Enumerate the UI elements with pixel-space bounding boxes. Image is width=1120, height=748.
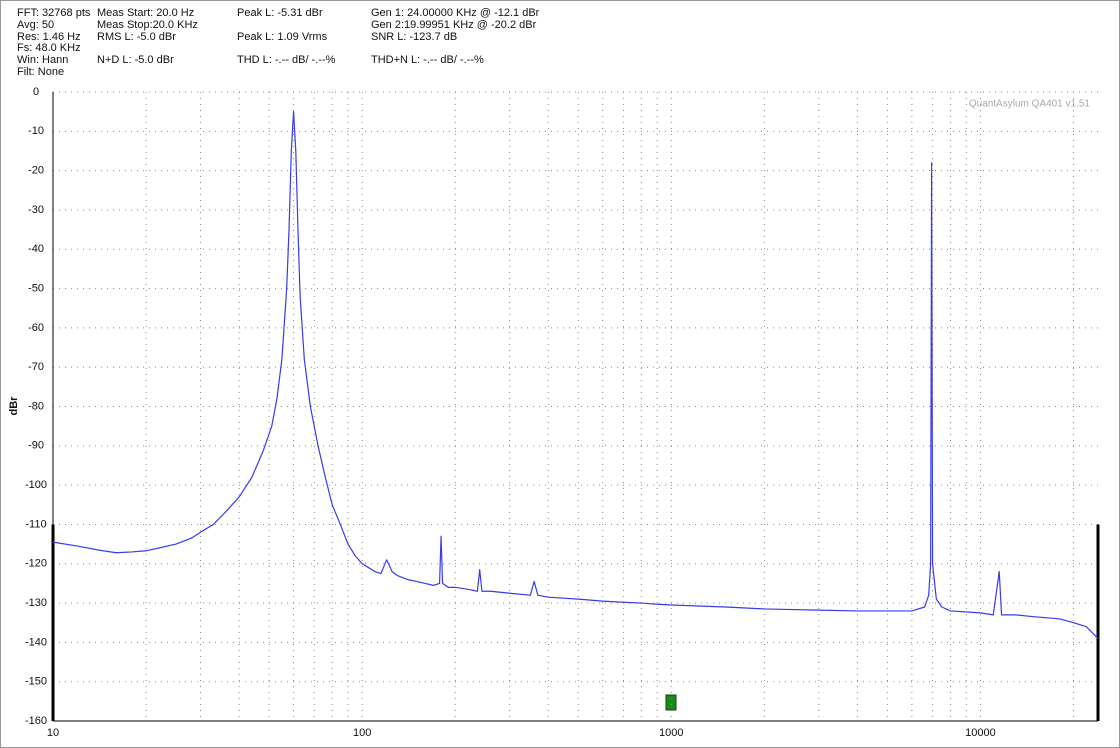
- y-tick-label: -140: [25, 636, 47, 648]
- stat-text: Res: 1.46 Hz: [17, 31, 81, 43]
- y-tick-label: -160: [25, 715, 47, 727]
- stat-text: Filt: None: [17, 66, 64, 78]
- stat-text: Meas Stop:20.0 KHz: [97, 19, 198, 31]
- stat-text: Win: Hann: [17, 54, 68, 66]
- x-tick-label: 100: [353, 727, 371, 739]
- x-tick-label: 1000: [659, 727, 683, 739]
- stat-text: Meas Start: 20.0 Hz: [97, 7, 194, 19]
- stat-text: Gen 1: 24.00000 KHz @ -12.1 dBr: [371, 7, 540, 19]
- y-tick-label: -40: [28, 243, 44, 255]
- y-axis-label: dBr: [8, 396, 20, 416]
- stat-text: Peak L: 1.09 Vrms: [237, 31, 328, 43]
- y-tick-label: -150: [25, 676, 47, 688]
- y-tick-label: -90: [28, 440, 44, 452]
- y-tick-label: -120: [25, 558, 47, 570]
- y-tick-label: -30: [28, 204, 44, 216]
- y-tick-label: -20: [28, 165, 44, 177]
- y-tick-label: -110: [25, 518, 46, 530]
- y-tick-label: -10: [28, 125, 44, 137]
- stat-text: N+D L: -5.0 dBr: [97, 54, 174, 66]
- spectrum-line: [52, 111, 1099, 639]
- marker-box: [665, 694, 677, 711]
- y-tick-label: -70: [28, 361, 44, 373]
- stat-text: Avg: 50: [17, 19, 54, 31]
- stat-text: SNR L: -123.7 dB: [371, 31, 457, 43]
- y-tick-label: -50: [28, 282, 44, 294]
- stat-text: THD+N L: -.-- dB/ -.--%: [371, 54, 484, 66]
- y-tick-label: 0: [33, 86, 39, 98]
- watermark: QuantAsylum QA401 v1.51: [969, 99, 1091, 110]
- stat-text: RMS L: -5.0 dBr: [97, 31, 176, 43]
- stat-text: Fs: 48.0 KHz: [17, 42, 81, 54]
- x-tick-label: 10: [47, 727, 59, 739]
- y-tick-label: -60: [28, 322, 44, 334]
- y-tick-label: -80: [28, 400, 44, 412]
- y-tick-label: -100: [25, 479, 47, 491]
- stat-text: THD L: -.-- dB/ -.--%: [237, 54, 336, 66]
- stat-text: FFT: 32768 pts: [17, 7, 91, 19]
- stat-text: Peak L: -5.31 dBr: [237, 7, 323, 19]
- y-tick-label: -130: [25, 597, 47, 609]
- stat-text: Gen 2:19.99951 KHz @ -20.2 dBr: [371, 19, 537, 31]
- x-tick-label: 10000: [965, 727, 996, 739]
